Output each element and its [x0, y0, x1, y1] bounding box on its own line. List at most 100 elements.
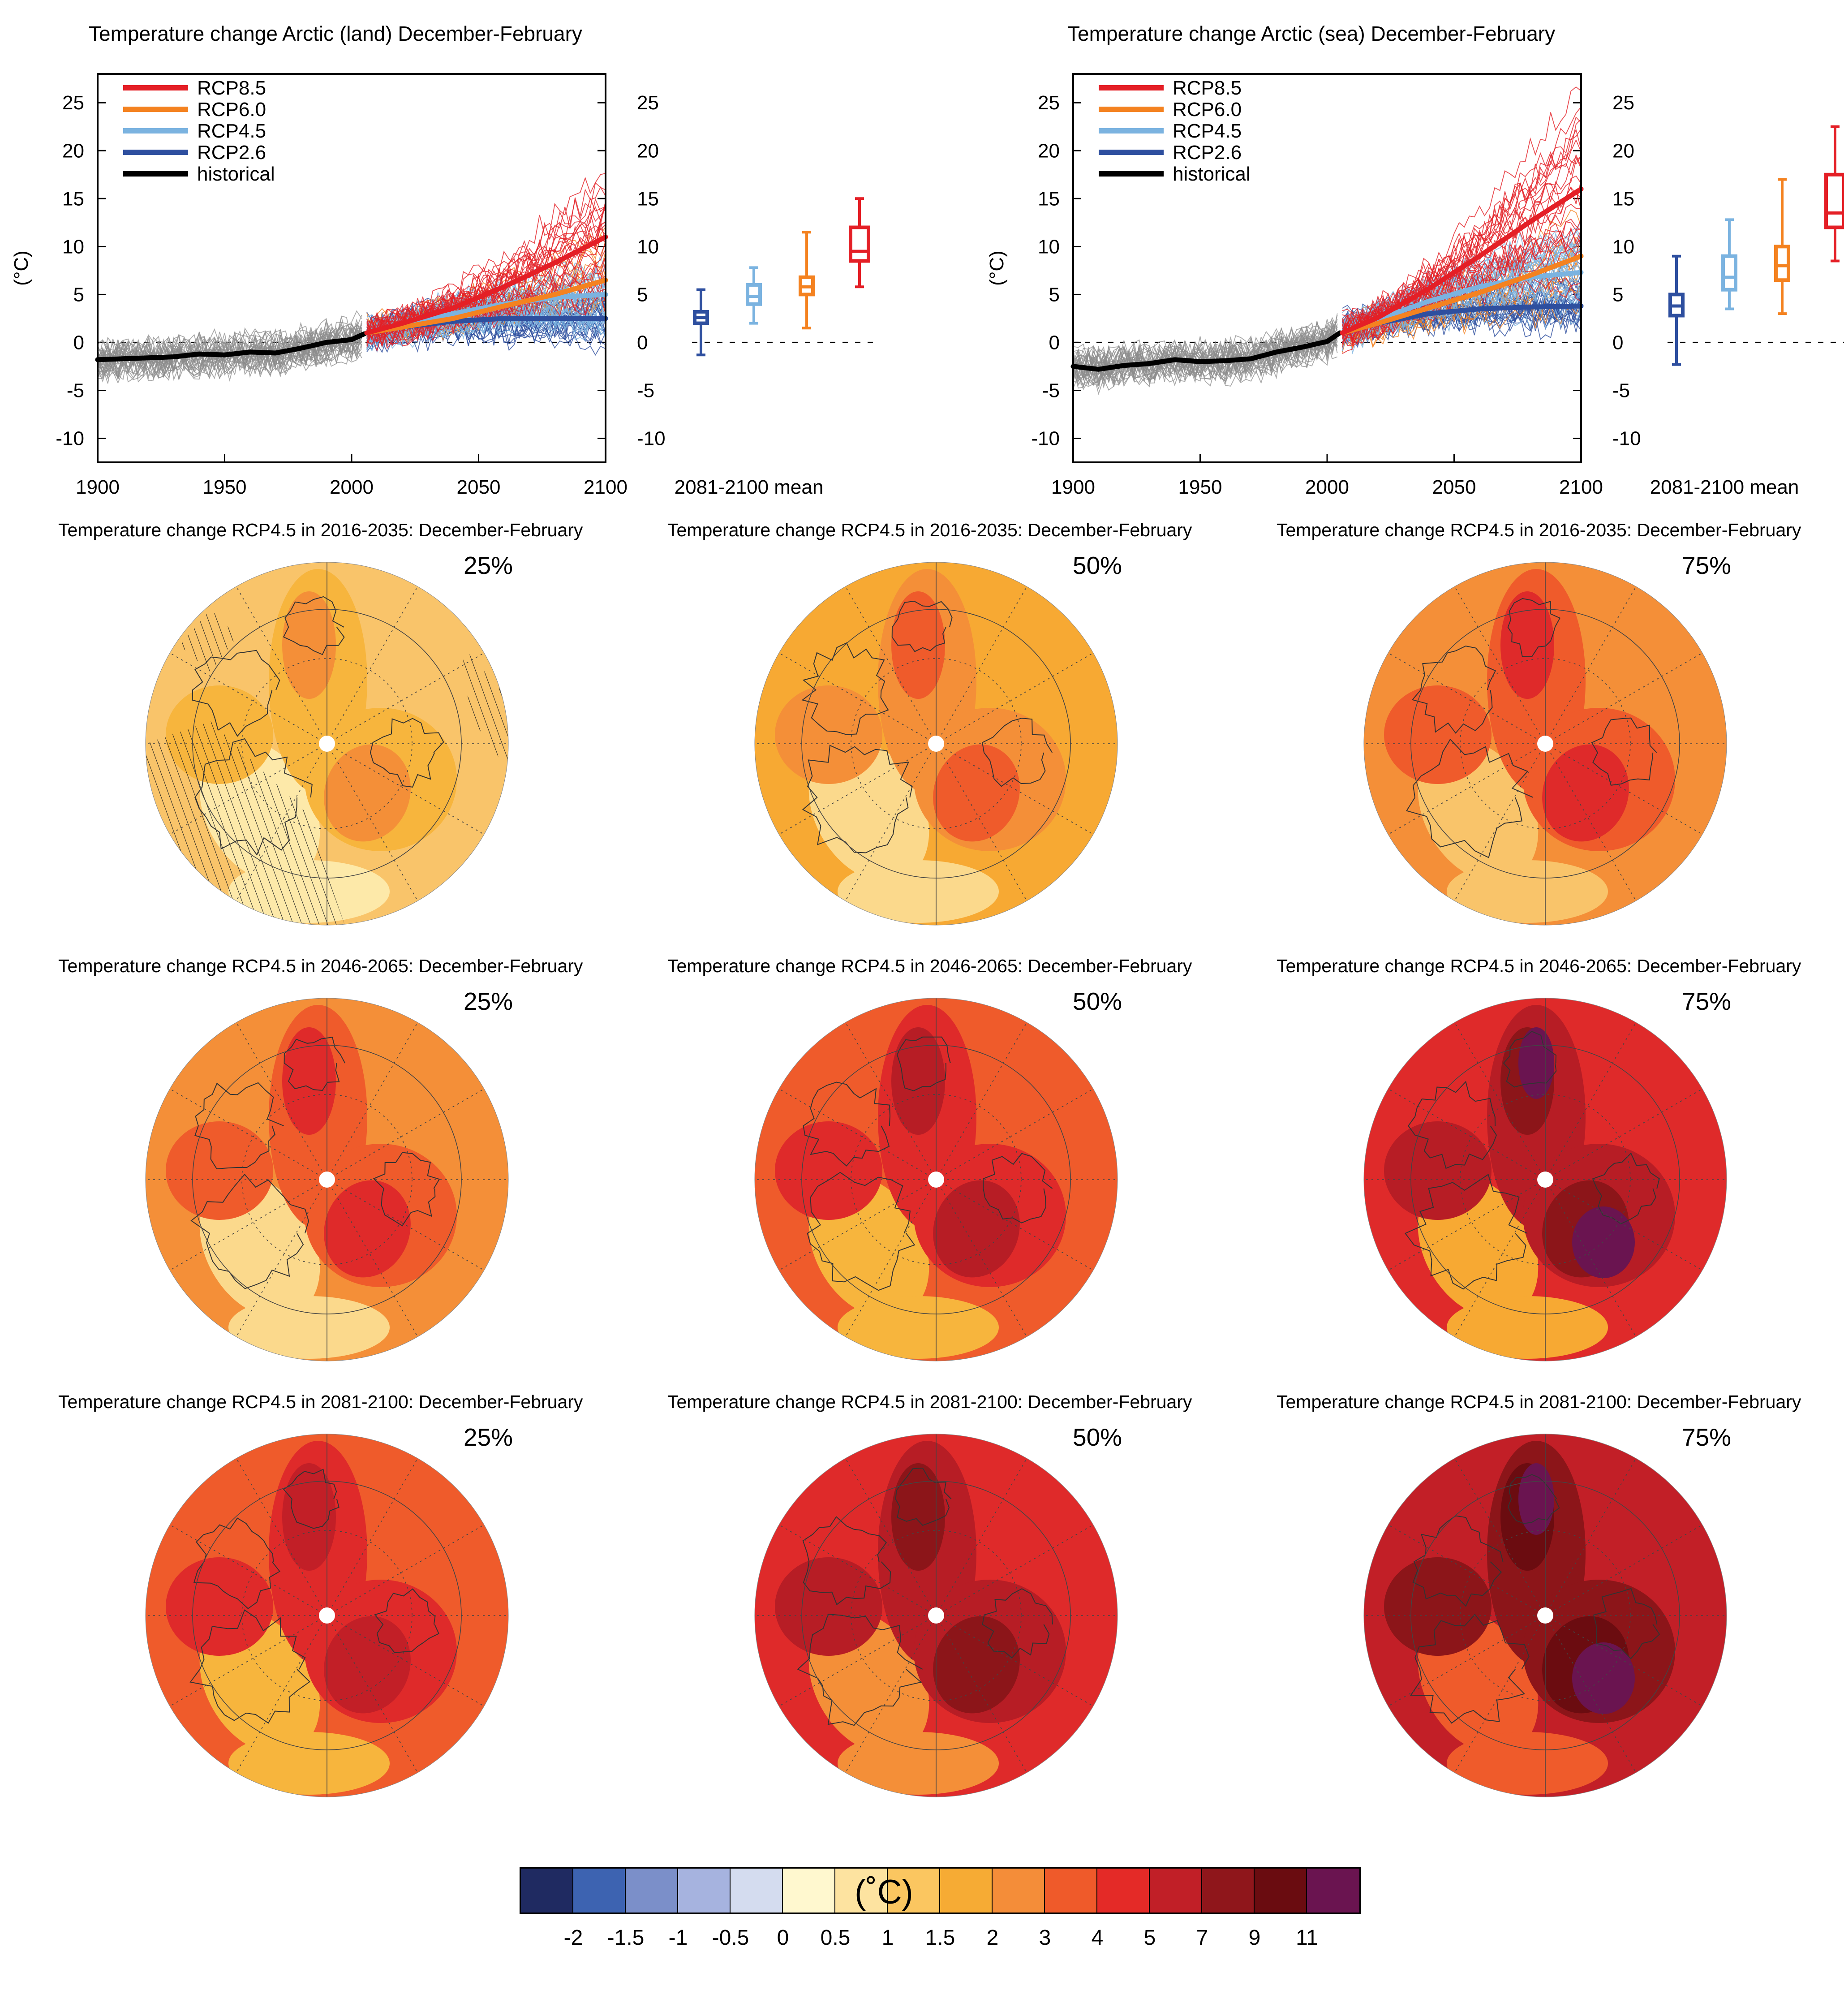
y-tick-label-right: 5	[637, 284, 648, 306]
map-contour-warm	[1384, 685, 1492, 784]
map-title: Temperature change RCP4.5 in 2046-2065: …	[667, 956, 1192, 976]
meridian-dotted	[936, 1524, 1094, 1616]
map-contour-cool	[1447, 1732, 1608, 1795]
colorbar-tick-label: -0.5	[712, 1926, 749, 1950]
polar-map	[754, 1434, 1118, 1797]
coastline-greenland	[189, 1609, 310, 1724]
percentile-label: 25%	[464, 1423, 513, 1451]
x-tick-label: 2050	[1432, 476, 1476, 498]
coastlines	[803, 1036, 1053, 1291]
scenario-member-line	[366, 208, 606, 337]
map-hatching	[179, 609, 237, 672]
meridian-dotted	[1454, 586, 1546, 744]
pole-marker	[1537, 1607, 1553, 1624]
coastlines	[1406, 598, 1657, 858]
map-contour-hot	[933, 1616, 1020, 1714]
historical-member-line	[97, 330, 362, 379]
meridian-dotted	[327, 1088, 485, 1180]
map-contour-warm	[775, 685, 882, 784]
map-title: Temperature change RCP4.5 in 2081-2100: …	[1277, 1391, 1801, 1412]
ts-title-land: Temperature change Arctic (land) Decembe…	[89, 22, 582, 45]
colorbar-swatch	[888, 1869, 940, 1913]
map-contour-cool	[838, 1296, 999, 1359]
map-contour-hot	[1542, 744, 1629, 842]
box-iqr	[1824, 172, 1844, 229]
meridian-dotted	[236, 1179, 327, 1337]
meridian-dotted	[327, 1179, 418, 1337]
percentile-label: 25%	[464, 551, 513, 579]
meridian-dotted	[327, 743, 485, 835]
colorbar-swatch	[1097, 1869, 1150, 1913]
map-title: Temperature change RCP4.5 in 2016-2035: …	[58, 520, 583, 540]
series-mean-rcp60	[1340, 254, 1584, 336]
colorbar-tick-label: -1.5	[607, 1926, 645, 1950]
coastline-strait	[1503, 1031, 1557, 1088]
scenario-member-line	[366, 173, 606, 338]
meridian-dotted	[778, 1088, 937, 1180]
legend-label: RCP8.5	[197, 77, 266, 99]
map-contour-warm	[1384, 1557, 1492, 1656]
percentile-label: 75%	[1682, 1423, 1732, 1451]
legend-label: RCP2.6	[197, 142, 266, 164]
colorbar-swatch	[1307, 1869, 1359, 1913]
meridian-dotted	[236, 1022, 327, 1180]
meridian-dotted	[1545, 1088, 1703, 1180]
legend-label: RCP8.5	[1173, 77, 1242, 99]
coastline-islands	[982, 1588, 1053, 1658]
meridian-dotted	[936, 1615, 1094, 1707]
meridian-dotted	[169, 1524, 327, 1616]
map-title: Temperature change RCP4.5 in 2016-2035: …	[1277, 520, 1801, 540]
y-tick-label-left: 5	[73, 284, 84, 306]
y-tick-label-right: 25	[1612, 92, 1634, 114]
polar-map	[145, 562, 509, 926]
y-tick-label-right: -10	[637, 427, 666, 449]
latitude-circle-dotted	[1460, 1530, 1631, 1701]
map-outline	[1363, 1434, 1727, 1797]
box-iqr	[746, 283, 762, 306]
meridian-dotted	[936, 1458, 1027, 1616]
colorbar-tick-label: 0.5	[820, 1926, 851, 1950]
meridian-dotted	[1454, 1615, 1546, 1773]
historical-member-line	[97, 330, 362, 383]
meridian-dotted	[936, 1615, 1027, 1773]
meridian-dotted	[1454, 1458, 1546, 1616]
map-contour-cool	[228, 1732, 390, 1795]
map-contour-cool	[1447, 860, 1608, 923]
y-tick-label-left: -5	[67, 379, 84, 401]
map-contour-cool	[838, 860, 999, 923]
y-tick-label-left: 10	[62, 236, 84, 258]
coastline-greenland	[190, 1173, 309, 1289]
polar-map	[145, 1434, 509, 1797]
mean-label: 2081-2100 mean	[675, 476, 824, 498]
meridian-dotted	[327, 1458, 418, 1616]
map-contour-warm	[775, 1121, 882, 1220]
colorbar-swatch	[626, 1869, 678, 1913]
meridian-dotted	[1454, 1022, 1546, 1180]
meridian-dotted	[778, 1179, 937, 1271]
colorbar-tick-label: 9	[1248, 1926, 1261, 1950]
colorbar-unit: (˚C)	[855, 1873, 913, 1911]
coastline-islands	[982, 718, 1053, 787]
meridian-dotted	[327, 1615, 485, 1707]
y-axis-label: (°C)	[10, 250, 32, 286]
map-contour-hot	[891, 591, 945, 699]
latitude-circle-dotted	[1460, 1094, 1631, 1265]
meridian-dotted	[936, 743, 1094, 835]
map-contour-hot	[891, 1027, 945, 1135]
map-contour-hot	[324, 1616, 411, 1714]
map-title: Temperature change RCP4.5 in 2046-2065: …	[1277, 956, 1801, 976]
series-mean-rcp85	[1340, 186, 1584, 336]
meridian-dotted	[1545, 586, 1637, 744]
meridian-dotted	[845, 1615, 937, 1773]
ts-chart-land: 25 25 20 20 15 15 10 10 5 5 0 0 -5 -5 -10 -10 1900 1950 20…	[10, 73, 877, 498]
map-contour-extreme	[1572, 1206, 1635, 1278]
y-tick-label-right: 10	[1612, 236, 1634, 258]
meridian-dotted	[1388, 652, 1546, 744]
polar-map	[1363, 1434, 1727, 1797]
coastline-archipelago	[1408, 1081, 1497, 1169]
meridian-dotted	[845, 1022, 937, 1180]
meridian-dotted	[327, 743, 418, 901]
x-tick-label: 1950	[203, 476, 247, 498]
coastline-islands	[370, 718, 444, 788]
coastline-islands	[1592, 1152, 1660, 1224]
